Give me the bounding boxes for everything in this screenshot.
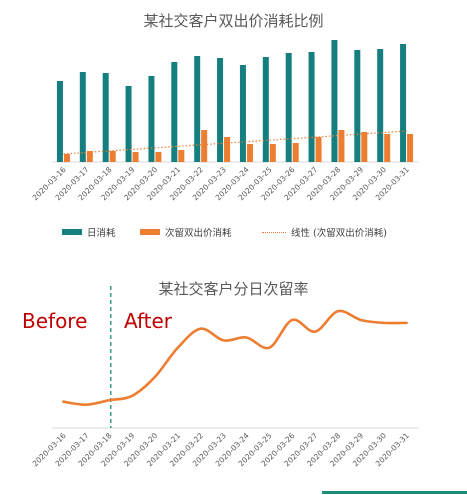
legend-label: 日消耗 [87,228,116,239]
bar-daily-spend [217,58,224,162]
legend-item-dual: 次留双出价消耗 [140,225,232,239]
chart-title: 某社交客户双出价消耗比例 [143,12,324,30]
bar-daily-spend [262,57,269,162]
bar-dual-bid-spend [269,144,276,162]
retention-line [62,309,408,406]
trendline [63,130,407,155]
bar-daily-spend [285,53,292,162]
bar-daily-spend [400,44,407,162]
bar-daily-spend [102,73,109,162]
bar-daily-spend [125,86,132,162]
bar-dual-bid-spend [246,144,253,162]
bar-dual-bid-spend [224,137,231,162]
legend-item-daily: 日消耗 [62,225,116,239]
line-chart-svg: 2020-03-162020-03-172020-03-182020-03-19… [31,286,418,468]
decorative-accent-line [322,491,467,494]
bar-dual-bid-spend [132,152,139,162]
legend-item-trend: 线性 (次留双出价消耗) [262,225,387,239]
bar-daily-spend [148,76,155,162]
bar-daily-spend [354,50,361,162]
bar-daily-spend [171,62,178,162]
top-chart: 某社交客户双出价消耗比例 2020-03-16 2020-03-17 2020-03… [0,12,467,241]
before-annotation: Before [22,309,88,333]
bottom-chart: 某社交客户分日次留率 2020-03-16 2020-03-17 2020-03-1… [0,262,467,495]
bar-dual-bid-spend [109,151,116,162]
bar-chart-svg: 2020-03-162020-03-172020-03-182020-03-19… [31,40,418,202]
bar-daily-spend [308,52,315,162]
legend-swatch-dotted [262,231,286,233]
legend-swatch-teal [62,229,82,235]
bar-daily-spend [331,40,338,162]
bar-daily-spend [239,65,246,162]
bar-dual-bid-spend [178,150,185,162]
bar-daily-spend [377,49,384,162]
bar-daily-spend [79,72,86,162]
bar-dual-bid-spend [86,151,93,162]
chart-title: 某社交客户分日次留率 [158,280,309,298]
bar-dual-bid-spend [292,143,299,162]
bar-dual-bid-spend [361,132,368,162]
legend-label: 次留双出价消耗 [165,228,232,239]
bar-dual-bid-spend [407,134,414,162]
bar-dual-bid-spend [155,152,162,162]
bar-dual-bid-spend [63,154,70,162]
legend-swatch-orange [140,229,160,235]
bar-daily-spend [194,56,201,162]
bar-dual-bid-spend [338,130,345,162]
bar-dual-bid-spend [201,130,208,162]
legend-label: 线性 (次留双出价消耗) [291,228,387,239]
bar-dual-bid-spend [384,134,391,162]
bar-daily-spend [56,81,63,162]
bar-dual-bid-spend [315,137,322,162]
after-annotation: After [124,309,173,333]
legend: 日消耗 次留双出价消耗 线性 (次留双出价消耗) [0,225,467,241]
